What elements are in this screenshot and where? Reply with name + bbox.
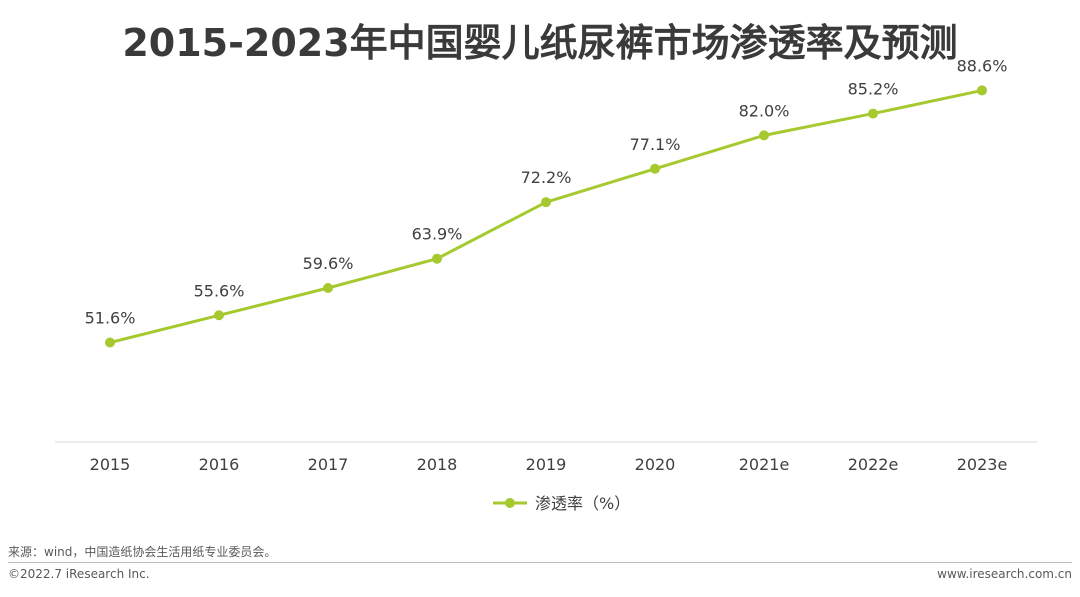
- x-tick-label: 2019: [526, 455, 567, 474]
- x-tick-label: 2017: [308, 455, 349, 474]
- data-label: 85.2%: [848, 80, 899, 99]
- data-label: 82.0%: [739, 101, 790, 120]
- data-label: 55.6%: [194, 281, 245, 300]
- data-point: [323, 283, 333, 294]
- x-tick-label: 2015: [90, 455, 131, 474]
- footer-divider: [8, 562, 1072, 563]
- x-tick-label: 2020: [635, 455, 676, 474]
- x-tick-label: 2018: [417, 455, 458, 474]
- copyright-text: ©2022.7 iResearch Inc.: [8, 567, 150, 581]
- data-point: [977, 85, 987, 96]
- data-point: [541, 197, 551, 208]
- data-point: [759, 130, 769, 141]
- x-tick-label: 2022e: [848, 455, 899, 474]
- legend-label: 渗透率（%）: [535, 494, 630, 513]
- data-point: [105, 337, 115, 348]
- data-label: 77.1%: [630, 135, 681, 154]
- series-line: [109, 88, 983, 344]
- website-link[interactable]: www.iresearch.com.cn: [937, 567, 1072, 581]
- x-tick-label: 2021e: [739, 455, 790, 474]
- data-label: 88.6%: [957, 56, 1008, 75]
- data-label: 51.6%: [85, 309, 136, 328]
- data-label: 63.9%: [412, 225, 463, 244]
- line-chart: 51.6% 55.6% 59.6% 63.9% 72.2% 77.1% 82.0% 85.2%…: [55, 56, 1037, 513]
- legend-marker: [505, 498, 515, 508]
- data-point: [432, 253, 442, 264]
- x-tick-label: 2016: [199, 455, 240, 474]
- data-label: 72.2%: [521, 168, 572, 187]
- data-point: [650, 163, 660, 174]
- data-point: [214, 310, 224, 321]
- x-tick-label: 2023e: [957, 455, 1008, 474]
- data-point: [868, 108, 878, 119]
- chart-title: 2015-2023年中国婴儿纸尿裤市场渗透率及预测: [122, 21, 958, 65]
- source-note: 来源：wind，中国造纸协会生活用纸专业委员会。: [8, 545, 277, 559]
- data-label: 59.6%: [303, 254, 354, 273]
